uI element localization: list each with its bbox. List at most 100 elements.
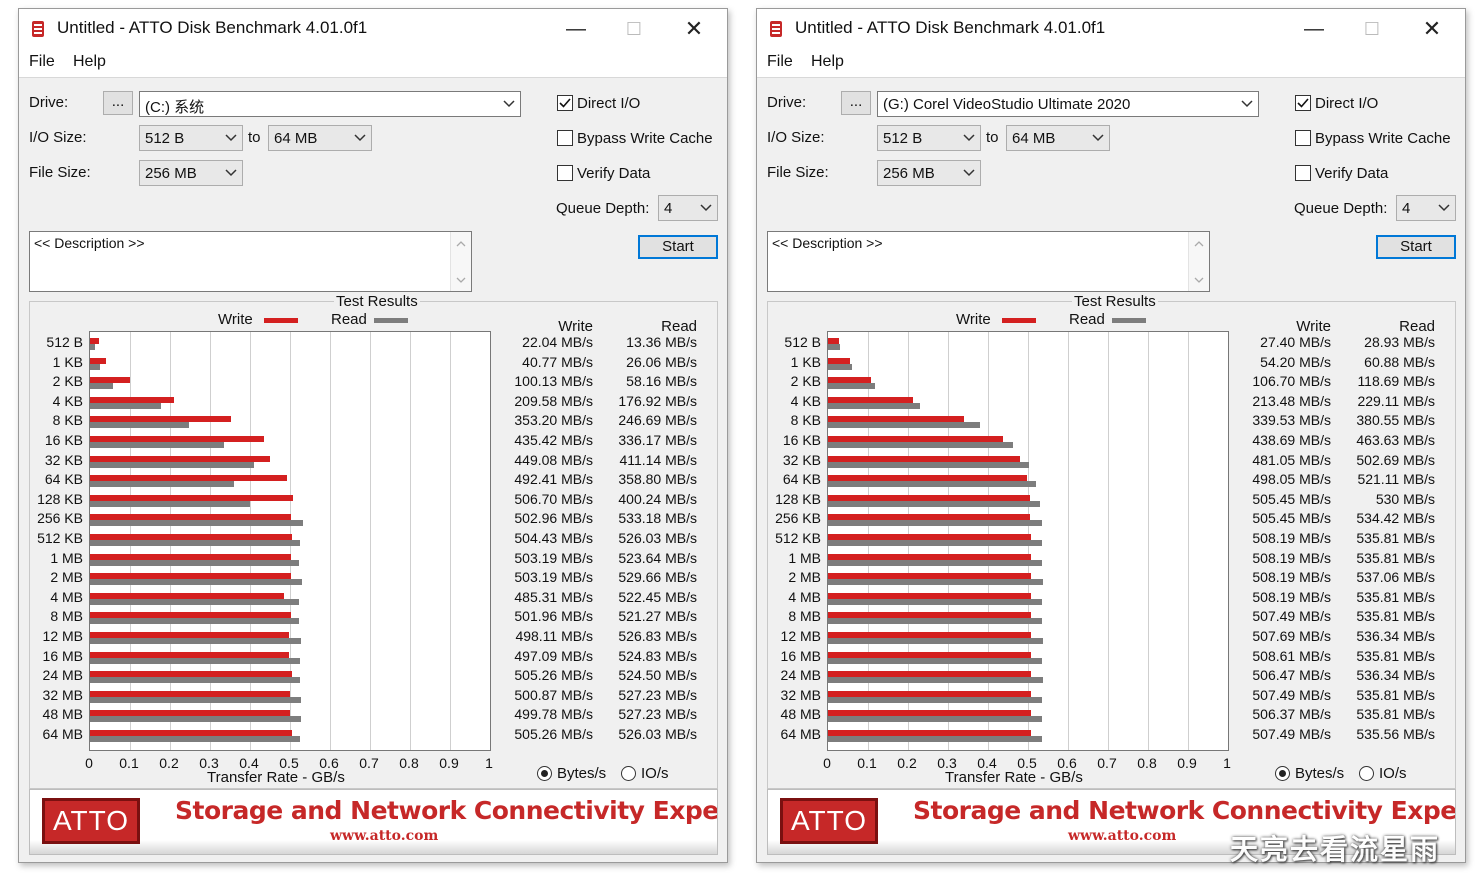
verify-data-checkbox[interactable] <box>1295 165 1311 181</box>
write-bar <box>90 573 292 580</box>
close-button[interactable]: ✕ <box>684 16 704 41</box>
description-textarea[interactable]: << Description >> <box>767 231 1210 292</box>
read-value: 534.42 MB/s <box>1356 510 1435 527</box>
atto-banner[interactable]: ATTO Storage and Network Connectivity Ex… <box>29 789 718 855</box>
browse-drive-button[interactable]: ... <box>841 91 871 115</box>
read-value: 535.81 MB/s <box>1356 608 1435 625</box>
category-label: 12 MB <box>42 628 83 644</box>
category-label: 32 KB <box>782 451 821 468</box>
read-value: 530 MB/s <box>1375 490 1435 507</box>
legend-read-swatch <box>1112 318 1146 323</box>
write-value: 507.49 MB/s <box>1252 686 1331 703</box>
io-per-second-radio[interactable] <box>1359 766 1374 781</box>
bypass-write-cache-checkbox[interactable] <box>557 130 573 146</box>
bytes-per-second-label: Bytes/s <box>1295 765 1345 782</box>
start-button[interactable]: Start <box>638 235 718 259</box>
read-bar <box>828 598 1043 605</box>
file-size-select[interactable]: 256 MB <box>877 160 981 186</box>
io-size-to-select[interactable]: 64 MB <box>1006 125 1110 151</box>
read-value: 229.11 MB/s <box>1357 392 1435 409</box>
bytes-per-second-radio[interactable] <box>537 766 552 781</box>
queue-depth-select[interactable]: 4 <box>658 195 718 221</box>
write-bar <box>828 730 1031 736</box>
menu-help[interactable]: Help <box>73 53 106 70</box>
x-tick-label: 0.3 <box>199 755 219 771</box>
category-label: 8 KB <box>52 412 83 429</box>
write-bar <box>828 632 1032 638</box>
x-axis-label: Transfer Rate - GB/s <box>207 769 345 786</box>
description-scrollbar[interactable] <box>1188 232 1209 291</box>
bytes-per-second-radio[interactable] <box>1275 766 1290 781</box>
read-value: 527.23 MB/s <box>618 686 697 703</box>
verify-data-checkbox[interactable] <box>557 165 573 181</box>
title-bar[interactable]: Untitled - ATTO Disk Benchmark 4.01.0f1 … <box>757 9 1465 49</box>
x-tick-label: 0.1 <box>857 755 877 771</box>
io-size-to-select[interactable]: 64 MB <box>268 125 372 151</box>
title-bar[interactable]: Untitled - ATTO Disk Benchmark 4.01.0f1 … <box>19 9 727 49</box>
file-size-select[interactable]: 256 MB <box>139 160 243 186</box>
description-textarea[interactable]: << Description >> <box>29 231 472 292</box>
direct-io-checkbox[interactable] <box>1295 95 1311 111</box>
read-bar <box>828 716 1043 723</box>
to-label: to <box>248 129 261 146</box>
start-button[interactable]: Start <box>1376 235 1456 259</box>
description-scrollbar[interactable] <box>450 232 471 291</box>
drive-select[interactable]: (C:) 系统 <box>139 91 521 117</box>
gridline <box>1188 332 1189 750</box>
io-size-from-select[interactable]: 512 B <box>139 125 243 151</box>
read-bar <box>828 559 1043 566</box>
write-value: 502.96 MB/s <box>514 510 593 527</box>
read-value: 523.64 MB/s <box>618 549 697 566</box>
test-results-title: Test Results <box>334 293 420 310</box>
category-label: 1 MB <box>50 549 83 566</box>
legend-write-label: Write <box>218 311 253 328</box>
write-bar <box>828 475 1028 482</box>
io-per-second-label: IO/s <box>1379 765 1407 782</box>
close-button[interactable]: ✕ <box>1422 16 1442 41</box>
drive-select[interactable]: (G:) Corel VideoStudio Ultimate 2020 <box>877 91 1259 117</box>
write-value: 40.77 MB/s <box>522 353 593 370</box>
read-bar <box>828 540 1043 546</box>
read-value: 522.45 MB/s <box>618 588 697 605</box>
category-label: 128 KB <box>37 490 83 507</box>
browse-drive-button[interactable]: ... <box>103 91 133 115</box>
category-label: 512 KB <box>775 530 821 546</box>
atto-banner[interactable]: ATTO Storage and Network Connectivity Ex… <box>767 789 1456 855</box>
verify-data-label: Verify Data <box>1315 165 1389 182</box>
column-header-read: Read <box>1399 318 1435 335</box>
menu-help[interactable]: Help <box>811 53 844 70</box>
x-tick-label: 0.6 <box>319 755 339 771</box>
io-size-from-select[interactable]: 512 B <box>877 125 981 151</box>
write-bar <box>828 612 1031 619</box>
read-value: 536.34 MB/s <box>1356 628 1435 644</box>
category-label: 32 MB <box>780 686 821 703</box>
read-bar <box>90 383 114 390</box>
queue-depth-select[interactable]: 4 <box>1396 195 1456 221</box>
minimize-button[interactable]: — <box>566 18 586 40</box>
maximize-button[interactable]: ☐ <box>1363 19 1381 39</box>
write-bar <box>828 396 914 403</box>
write-value: 209.58 MB/s <box>514 392 593 409</box>
menu-file[interactable]: File <box>29 53 55 70</box>
read-bar <box>90 344 96 350</box>
category-label: 64 KB <box>782 471 821 488</box>
file-size-value: 256 MB <box>883 165 935 182</box>
category-label: 16 MB <box>780 647 821 664</box>
write-value: 485.31 MB/s <box>514 588 593 605</box>
menu-file[interactable]: File <box>767 53 793 70</box>
queue-depth-label: Queue Depth: <box>556 200 650 217</box>
write-bar <box>90 671 293 678</box>
minimize-button[interactable]: — <box>1304 18 1324 40</box>
write-bar <box>90 436 265 442</box>
direct-io-checkbox[interactable] <box>557 95 573 111</box>
category-label: 64 KB <box>44 471 83 488</box>
read-bar <box>90 677 300 684</box>
bypass-write-cache-checkbox[interactable] <box>1295 130 1311 146</box>
io-per-second-radio[interactable] <box>621 766 636 781</box>
legend-write-label: Write <box>956 311 991 328</box>
category-label: 1 KB <box>52 353 83 370</box>
banner-url: www.atto.com <box>330 828 439 844</box>
maximize-button[interactable]: ☐ <box>625 19 643 39</box>
category-label: 1 MB <box>788 549 821 566</box>
read-bar <box>90 716 301 723</box>
